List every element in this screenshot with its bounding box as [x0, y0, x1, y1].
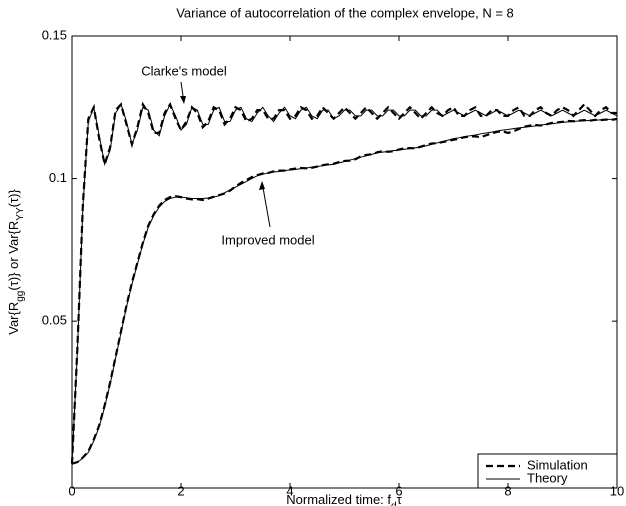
label-part: τ: [397, 492, 403, 506]
y-axis-label: Var{Rgg(τ)} or Var{RYY(τ)}: [6, 189, 26, 335]
annotation-arrow: [180, 81, 186, 104]
annotation-arrow: [259, 181, 271, 228]
x-tick-label: 6: [395, 483, 402, 498]
chart-title: Variance of autocorrelation of the compl…: [176, 5, 514, 20]
series-line: [71, 118, 618, 465]
x-tick-label: 0: [68, 483, 75, 498]
label-part: (τ)}: [6, 189, 21, 208]
label-part: Var{R: [6, 302, 21, 335]
x-tick-label: 4: [286, 483, 293, 498]
subscript: d: [391, 501, 397, 506]
plot-frame: [71, 35, 618, 489]
legend-label: Theory: [527, 470, 568, 485]
subscript: YY: [15, 207, 26, 221]
x-tick-label: 10: [610, 483, 624, 498]
legend-label: Simulation: [527, 457, 588, 472]
legend-box: [477, 453, 618, 489]
y-tick-label: 0.15: [42, 27, 67, 42]
series-line: [70, 101, 617, 464]
series-line: [71, 117, 618, 465]
series-line: [71, 103, 618, 464]
x-axis-label: Normalized time: fdτ: [286, 492, 402, 506]
label-part: (τ)} or Var{R: [6, 221, 21, 291]
annotation: Improved model: [221, 232, 314, 247]
label-part: Normalized time: f: [286, 492, 391, 506]
x-tick-label: 2: [177, 483, 184, 498]
y-tick-label: 0.1: [49, 170, 67, 185]
annotation: Clarke's model: [141, 63, 227, 78]
x-tick-label: 8: [504, 483, 511, 498]
subscript: gg: [15, 291, 26, 302]
y-tick-label: 0.05: [42, 313, 67, 328]
